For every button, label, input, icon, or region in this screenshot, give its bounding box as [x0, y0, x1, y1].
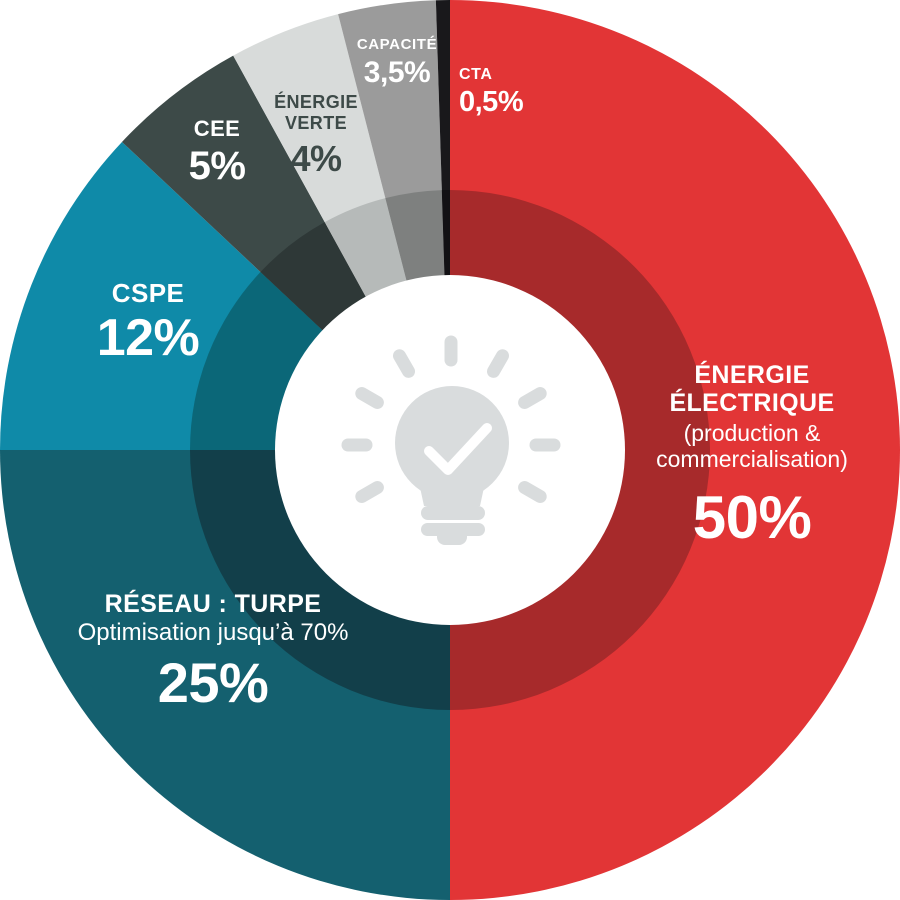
bulb-rays-icon [341, 335, 561, 503]
slice-label-energie-electrique: ÉNERGIE ÉLECTRIQUE (production & commerc… [622, 361, 882, 550]
bulb-ray-icon [487, 349, 509, 378]
bulb-ray-icon [393, 349, 415, 378]
slice-label-capacite: CAPACITÉ 3,5% [327, 36, 467, 90]
slice-name: CTA [459, 66, 493, 83]
slice-value: 5% [188, 144, 246, 188]
slice-value: 3,5% [363, 56, 431, 89]
slice-name: CEE [193, 116, 241, 141]
slice-name: ÉNERGIE VERTE [274, 92, 358, 133]
slice-value: 12% [96, 309, 200, 367]
slice-subtitle: Optimisation jusqu’à 70% [77, 619, 349, 646]
bulb-ray-icon [518, 481, 547, 503]
slice-value: 50% [692, 484, 812, 551]
slice-name: RÉSEAU : TURPE [104, 590, 322, 618]
slice-label-cee: CEE 5% [147, 116, 287, 188]
bulb-glass [395, 386, 509, 500]
bulb-base-bar-2 [421, 523, 485, 536]
slice-name: CAPACITÉ [356, 36, 438, 53]
check-icon [424, 423, 492, 475]
slice-label-cspe: CSPE 12% [48, 278, 248, 366]
bulb-base-tip [437, 535, 467, 545]
slice-label-energie-verte: ÉNERGIE VERTE 4% [264, 92, 368, 179]
bulb-ray-icon [355, 481, 384, 503]
slice-label-reseau-turpe: RÉSEAU : TURPE Optimisation jusqu’à 70% … [48, 590, 378, 713]
slice-value: 0,5% [459, 86, 524, 118]
bulb-neck [418, 478, 486, 506]
slice-name: CSPE [111, 278, 185, 308]
bulb-ray-icon [518, 387, 547, 409]
slice-value: 25% [157, 651, 269, 714]
slice-name: ÉNERGIE ÉLECTRIQUE [669, 361, 835, 417]
bulb-base-bar-1 [421, 506, 485, 520]
slice-label-cta: CTA 0,5% [459, 65, 524, 119]
slice-value: 4% [290, 138, 342, 179]
slice-subtitle: (production & commercialisation) [656, 420, 848, 472]
lightbulb-check-icon [341, 335, 561, 545]
bulb-ray-icon [355, 387, 384, 409]
